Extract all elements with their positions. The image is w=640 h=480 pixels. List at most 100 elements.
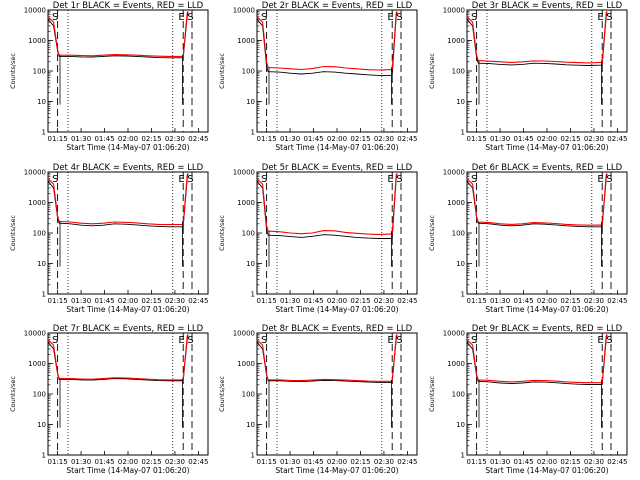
y-tick-label: 1000 (447, 360, 465, 368)
y-tick-label: 1 (251, 291, 255, 299)
x-tick-label: 02:00 (118, 135, 138, 143)
y-axis-label: Counts/sec (428, 215, 436, 251)
x-tick-label: 02:00 (118, 297, 138, 305)
x-tick-label: 01:30 (71, 458, 91, 466)
x-tick-label: 01:15 (48, 458, 68, 466)
x-tick-label: 01:45 (303, 458, 323, 466)
x-tick-label: 01:30 (280, 458, 300, 466)
y-tick-label: 100 (452, 230, 465, 238)
y-tick-label: 1 (461, 291, 465, 299)
x-tick-label: 01:45 (513, 297, 533, 305)
x-axis-label: Start Time (14-May-07 01:06:20) (66, 143, 189, 152)
x-tick-label: 02:15 (350, 297, 370, 305)
y-tick-label: 10000 (443, 169, 465, 177)
y-axis-label: Counts/sec (9, 53, 17, 89)
x-tick-label: 01:30 (490, 135, 510, 143)
panel-title: Det 1r BLACK = Events, RED = LLD (53, 1, 204, 11)
y-tick-label: 10 (246, 98, 255, 106)
x-tick-label: 02:30 (374, 135, 394, 143)
y-tick-label: 10000 (443, 330, 465, 338)
y-tick-label: 10000 (233, 7, 255, 15)
x-tick-label: 02:45 (397, 458, 417, 466)
panel-3: Det 3r BLACK = Events, RED = LLD 1 10 100 10… (428, 1, 628, 152)
marker-label: E (178, 174, 184, 185)
y-tick-label: 10000 (24, 169, 46, 177)
x-tick-label: 01:15 (467, 135, 487, 143)
y-tick-label: 1 (42, 291, 46, 299)
panel-8: Det 8r BLACK = Events, RED = LLD 1 10 100 10… (218, 324, 418, 475)
marker-label: E (387, 335, 393, 346)
x-tick-label: 01:15 (467, 297, 487, 305)
plot-frame (466, 171, 628, 295)
lld-series (256, 11, 398, 71)
y-tick-label: 1000 (237, 199, 255, 207)
lld-series (466, 11, 608, 64)
events-series (47, 334, 189, 382)
x-tick-label: 02:30 (165, 135, 185, 143)
y-tick-label: 1000 (28, 199, 46, 207)
marker-label: S (52, 12, 58, 23)
x-tick-label: 01:45 (513, 458, 533, 466)
plot-frame (47, 171, 209, 295)
y-tick-label: 100 (242, 68, 255, 76)
marker-label: S (606, 174, 612, 185)
x-tick-label: 02:15 (560, 135, 580, 143)
y-tick-label: 100 (452, 68, 465, 76)
x-axis-label: Start Time (14-May-07 01:06:20) (275, 466, 398, 475)
lld-series (466, 334, 608, 384)
x-tick-label: 01:45 (303, 297, 323, 305)
marker-label: S (606, 12, 612, 23)
panel-title: Det 7r BLACK = Events, RED = LLD (53, 324, 204, 334)
x-tick-label: 01:15 (257, 458, 277, 466)
events-series (256, 334, 398, 383)
x-tick-label: 01:15 (48, 297, 68, 305)
marker-label: S (606, 335, 612, 346)
plot-frame (256, 9, 418, 133)
marker-label: E (597, 12, 603, 23)
x-axis-label: Start Time (14-May-07 01:06:20) (66, 305, 189, 314)
x-tick-label: 02:30 (584, 135, 604, 143)
marker-label: E (597, 335, 603, 346)
x-tick-label: 02:45 (188, 297, 208, 305)
y-tick-label: 100 (452, 391, 465, 399)
y-tick-label: 1 (251, 452, 255, 460)
y-tick-label: 1000 (447, 199, 465, 207)
y-tick-label: 10000 (443, 7, 465, 15)
x-tick-label: 02:00 (537, 458, 557, 466)
panel-1: Det 1r BLACK = Events, RED = LLD 1 10 100 10… (9, 1, 209, 152)
marker-label: S (471, 174, 477, 185)
x-tick-label: 01:15 (467, 458, 487, 466)
y-tick-label: 1 (42, 452, 46, 460)
marker-label: E (178, 335, 184, 346)
panel-5: Det 5r BLACK = Events, RED = LLD 1 10 100 10… (218, 163, 418, 314)
x-tick-label: 01:30 (490, 458, 510, 466)
x-axis-label: Start Time (14-May-07 01:06:20) (275, 143, 398, 152)
marker-label: E (387, 174, 393, 185)
y-tick-label: 1 (42, 129, 46, 137)
y-tick-label: 100 (33, 68, 46, 76)
x-tick-label: 02:00 (327, 135, 347, 143)
x-tick-label: 02:30 (165, 297, 185, 305)
panel-6: Det 6r BLACK = Events, RED = LLD 1 10 100 10… (428, 163, 628, 314)
x-tick-label: 02:15 (350, 135, 370, 143)
x-tick-label: 01:15 (257, 297, 277, 305)
marker-label: S (471, 12, 477, 23)
y-axis-label: Counts/sec (218, 376, 226, 412)
y-tick-label: 10 (456, 98, 465, 106)
x-tick-label: 01:30 (280, 297, 300, 305)
y-tick-label: 1 (461, 129, 465, 137)
y-tick-label: 10000 (233, 169, 255, 177)
x-tick-label: 01:45 (94, 135, 114, 143)
panel-title: Det 8r BLACK = Events, RED = LLD (262, 324, 413, 334)
y-tick-label: 1 (251, 129, 255, 137)
x-axis-label: Start Time (14-May-07 01:06:20) (66, 466, 189, 475)
y-tick-label: 10 (456, 421, 465, 429)
panel-title: Det 5r BLACK = Events, RED = LLD (262, 163, 413, 173)
x-tick-label: 02:15 (560, 297, 580, 305)
y-tick-label: 10000 (24, 330, 46, 338)
x-tick-label: 02:45 (607, 458, 627, 466)
x-tick-label: 02:15 (141, 297, 161, 305)
x-tick-label: 01:30 (490, 297, 510, 305)
plot-frame (47, 332, 209, 456)
panel-2: Det 2r BLACK = Events, RED = LLD 1 10 100 10… (218, 1, 418, 152)
